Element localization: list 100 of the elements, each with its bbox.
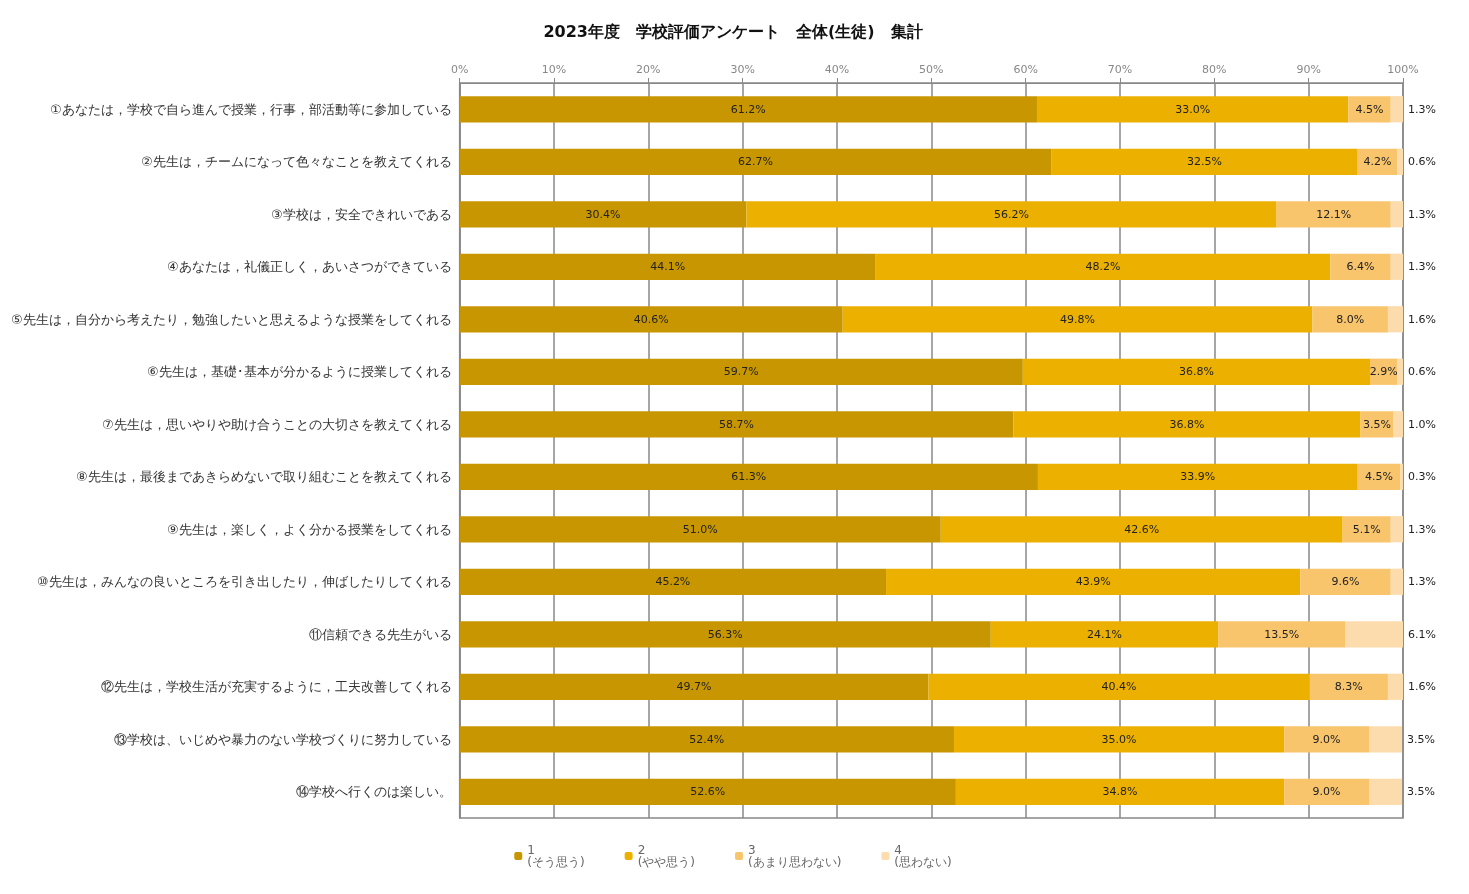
bar [459,516,941,543]
data-label: 3.5% [1407,732,1436,746]
data-label: 3.5% [1363,417,1392,431]
bar [459,411,1014,438]
data-label: 1.3% [1408,102,1436,116]
bar [1390,568,1403,595]
data-label: 9.6% [1331,575,1360,589]
x-tick-label: 90% [1296,63,1321,76]
data-label: 4.2% [1363,155,1392,169]
y-tick-label: ⑦先生は，思いやりや助け合うことの大切さを教えてくれる [102,416,452,432]
bar [459,306,843,333]
y-tick-label: ②先生は，チームになって色々なことを教えてくれる [141,154,452,170]
data-label: 62.7% [737,155,773,169]
data-label: 2.9% [1369,365,1398,379]
data-label: 8.3% [1334,680,1363,694]
data-label: 1.6% [1408,312,1436,326]
data-label: 52.4% [689,732,725,746]
data-label: 33.9% [1180,470,1216,484]
data-label: 52.6% [690,785,726,799]
y-tick-label: ⑭学校へ行くのは楽しい。 [295,784,452,800]
bar [1300,568,1391,595]
data-label: 9.0% [1312,785,1341,799]
x-tick-label: 20% [636,63,661,76]
y-tick-label: ③学校は，安全できれいである [271,206,452,222]
data-label: 40.6% [633,312,669,326]
bar [1390,253,1403,280]
bar [1284,726,1370,753]
bar [940,516,1343,543]
data-label: 49.8% [1060,312,1096,326]
bar [459,463,1038,490]
data-label: 5.1% [1352,522,1381,536]
data-label: 4.5% [1364,470,1393,484]
data-label: 44.1% [650,260,686,274]
bar [1312,306,1388,333]
data-label: 0.6% [1408,365,1436,379]
data-label: 36.8% [1169,417,1205,431]
bar [1390,96,1403,123]
bar [1330,253,1391,280]
bar [1348,96,1391,123]
data-label: 3.5% [1407,785,1436,799]
bar [1284,778,1370,805]
data-label: 12.1% [1316,207,1352,221]
x-tick-label: 10% [541,63,567,76]
x-tick-label: 40% [824,63,850,76]
legend-label: 3 (あまり思わない) [748,843,842,869]
bar [1013,411,1361,438]
bar [459,358,1023,385]
x-tick-label: 30% [730,63,755,76]
bar [459,148,1052,175]
bar [1397,148,1403,175]
bar [1387,673,1403,700]
data-label: 43.9% [1075,575,1111,589]
bar [1022,358,1370,385]
data-label: 30.4% [585,207,621,221]
data-label: 4.5% [1355,102,1384,116]
bar [1345,621,1403,648]
bar [842,306,1313,333]
bar [459,568,887,595]
y-tick-label: ⑩先生は，みんなの良いところを引き出したり，伸ばしたりしてくれる [37,574,452,590]
bar [1397,358,1403,385]
data-label: 58.7% [719,417,754,431]
x-tick-label: 80% [1202,63,1227,76]
y-tick-label: ⑧先生は，最後まであきらめないで取り組むことを教えてくれる [76,469,452,485]
data-label: 1.3% [1408,207,1436,221]
data-label: 6.4% [1346,260,1375,274]
bar [1387,306,1403,333]
data-label: 13.5% [1264,627,1300,641]
data-label: 8.0% [1336,312,1365,326]
bar [459,726,954,753]
data-label: 42.6% [1124,522,1160,536]
data-label: 48.2% [1085,260,1121,274]
bar [1369,726,1403,753]
y-tick-label: ①あなたは，学校で自ら進んで授業，行事，部活動等に参加している [50,101,452,117]
bar [1276,201,1391,228]
data-label: 36.8% [1178,365,1214,379]
data-label: 35.0% [1101,732,1137,746]
data-label: 1.0% [1408,417,1436,431]
y-tick-label: ⑫先生は，学校生活が充実するように，工夫改善してくれる [100,679,452,695]
bar [1393,411,1403,438]
bar [459,673,929,700]
bar [955,778,1285,805]
bar [1400,463,1403,490]
x-tick-label: 50% [919,63,944,76]
data-label: 61.3% [731,470,767,484]
x-tick-label: 0% [450,63,469,76]
data-label: 61.2% [730,102,766,116]
chart-title: 2023年度 学校評価アンケート 全体(生徒) 集計 [543,21,923,41]
x-tick-label: 60% [1013,63,1038,76]
bar [1390,201,1403,228]
bar [1036,96,1349,123]
bar [459,621,991,648]
bar [459,778,956,805]
bar [1390,516,1403,543]
data-label: 0.6% [1408,155,1436,169]
data-label: 24.1% [1086,627,1122,641]
bar [1342,516,1391,543]
bar [990,621,1219,648]
data-label: 40.4% [1101,680,1137,694]
data-label: 1.3% [1408,260,1436,274]
bar [1369,778,1403,805]
